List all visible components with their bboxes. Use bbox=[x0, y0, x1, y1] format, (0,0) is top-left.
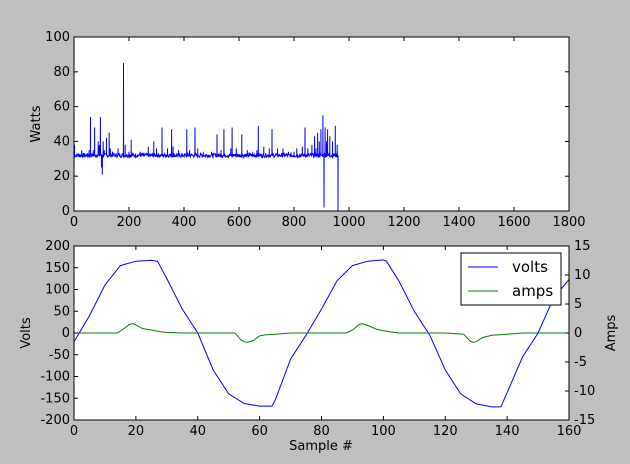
volts-amps-ticks: 0 20 40 60 80 100 120 140 160-200-150-100-500501… bbox=[40, 239, 595, 439]
watts-x-tick-label: 800 bbox=[282, 215, 307, 230]
watts-y-tick-label: 40 bbox=[53, 134, 70, 149]
volts-y-tick-label: 150 bbox=[45, 261, 70, 276]
watts-x-tick-label: 1800 bbox=[552, 215, 585, 230]
volts-y-tick-label: 50 bbox=[53, 304, 70, 319]
watts-plot-area bbox=[74, 37, 569, 211]
volts-x-tick-label: 60 bbox=[251, 424, 268, 439]
volts-y-axis-label: Volts bbox=[19, 317, 34, 349]
amps-y-axis-label: Amps bbox=[604, 314, 619, 351]
watts-x-tick-label: 0 bbox=[70, 215, 78, 230]
watts-x-tick-label: 1000 bbox=[332, 215, 365, 230]
amps-y-tick-label: 0 bbox=[574, 326, 582, 341]
volts-x-tick-label: 120 bbox=[433, 424, 458, 439]
amps-y-tick-label: -15 bbox=[574, 413, 595, 428]
legend: volts amps bbox=[460, 252, 562, 306]
volts-plot-frame bbox=[73, 245, 570, 421]
amps-series-line bbox=[74, 323, 569, 343]
amps-y-tick-label: -5 bbox=[574, 355, 587, 370]
watts-chart: 0 200 400 600 800 1000 1200 1400 1600 1800 0 20 40 60… bbox=[29, 30, 586, 230]
volts-y-tick-label: -50 bbox=[49, 348, 70, 363]
watts-y-tick-label: 60 bbox=[53, 100, 70, 115]
sample-x-axis-label: Sample # bbox=[289, 439, 353, 454]
watts-x-tick-label: 200 bbox=[117, 215, 142, 230]
watts-y-tick-label: 80 bbox=[53, 65, 70, 80]
watts-x-tick-label: 400 bbox=[172, 215, 197, 230]
volts-x-tick-label: 20 bbox=[128, 424, 145, 439]
watts-y-tick-label: 100 bbox=[45, 30, 70, 45]
volts-y-tick-label: -200 bbox=[40, 413, 70, 428]
watts-y-tick-label: 0 bbox=[62, 204, 70, 219]
volts-x-tick-label: 160 bbox=[557, 424, 582, 439]
amps-y-tick-label: 5 bbox=[574, 297, 582, 312]
watts-plot-frame bbox=[73, 36, 570, 212]
watts-x-tick-label: 1200 bbox=[387, 215, 420, 230]
volts-x-tick-label: 40 bbox=[189, 424, 206, 439]
watts-ticks: 0 200 400 600 800 1000 1200 1400 1600 1800 0 20 40 60… bbox=[45, 30, 585, 230]
watts-x-tick-label: 600 bbox=[227, 215, 252, 230]
volts-y-tick-label: -100 bbox=[40, 370, 70, 385]
amps-y-tick-label: 15 bbox=[574, 239, 591, 254]
volts-x-tick-label: 80 bbox=[313, 424, 330, 439]
amps-y-tick-label: 10 bbox=[574, 268, 591, 283]
legend-box bbox=[460, 252, 562, 306]
watts-series-line bbox=[73, 63, 339, 212]
legend-volts-label: volts bbox=[512, 258, 548, 276]
volts-x-tick-label: 0 bbox=[70, 424, 78, 439]
volts-amps-chart: 0 20 40 60 80 100 120 140 160-200-150-100-500501… bbox=[19, 239, 619, 454]
volts-series-line bbox=[73, 259, 570, 408]
volts-y-tick-label: 0 bbox=[62, 326, 70, 341]
legend-amps-label: amps bbox=[512, 282, 553, 300]
watts-y-tick-label: 20 bbox=[53, 169, 70, 184]
volts-y-tick-label: -150 bbox=[40, 391, 70, 406]
amps-y-tick-label: -10 bbox=[574, 384, 595, 399]
watts-x-tick-label: 1600 bbox=[497, 215, 530, 230]
volts-y-tick-label: 200 bbox=[45, 239, 70, 254]
volts-x-tick-label: 100 bbox=[371, 424, 396, 439]
volts-y-tick-label: 100 bbox=[45, 283, 70, 298]
watts-series-group bbox=[73, 63, 339, 212]
watts-x-tick-label: 1400 bbox=[442, 215, 475, 230]
watts-y-axis-label: Watts bbox=[29, 105, 44, 142]
volts-x-tick-label: 140 bbox=[495, 424, 520, 439]
volts-amps-series-group bbox=[73, 259, 570, 408]
